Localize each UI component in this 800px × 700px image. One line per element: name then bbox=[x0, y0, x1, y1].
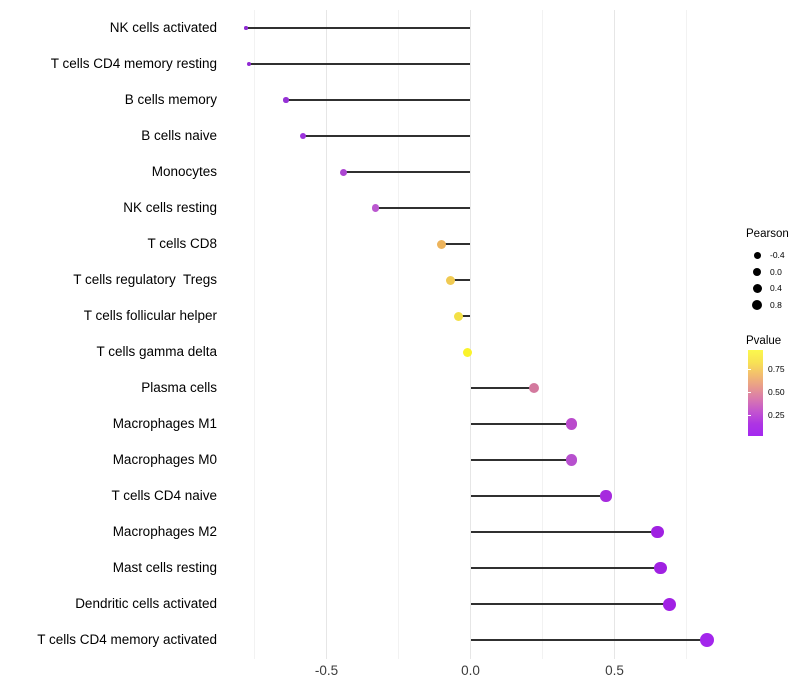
data-point bbox=[654, 561, 667, 575]
data-point bbox=[600, 490, 612, 502]
category-label: T cells CD4 memory activated bbox=[37, 632, 217, 647]
colorbar-tick-label: 0.75 bbox=[768, 364, 785, 374]
colorbar-tick-label: 0.25 bbox=[768, 410, 785, 420]
category-label: T cells CD8 bbox=[147, 236, 217, 251]
major-gridline bbox=[470, 10, 471, 659]
size-legend-key-label: 0.8 bbox=[770, 300, 782, 310]
category-label: B cells memory bbox=[124, 92, 217, 107]
minor-gridline bbox=[398, 10, 399, 659]
data-point bbox=[699, 633, 714, 647]
category-label: T cells CD4 memory resting bbox=[50, 56, 217, 71]
size-legend-key-dot bbox=[753, 251, 761, 259]
x-tick-label: -0.5 bbox=[314, 663, 339, 678]
lollipop-stem bbox=[245, 27, 471, 29]
data-point bbox=[528, 383, 539, 393]
data-point bbox=[651, 525, 665, 539]
category-label: Monocytes bbox=[151, 164, 217, 179]
category-label: B cells naive bbox=[141, 128, 217, 143]
data-point bbox=[565, 454, 577, 466]
lollipop-stem bbox=[375, 207, 471, 209]
lollipop-stem bbox=[470, 639, 707, 641]
category-label: T cells regulatory Tregs bbox=[73, 272, 217, 287]
lollipop-stem bbox=[470, 387, 534, 389]
minor-gridline bbox=[542, 10, 543, 659]
data-point bbox=[445, 275, 455, 285]
lollipop-stem bbox=[470, 567, 661, 569]
lollipop-stem bbox=[303, 135, 471, 137]
lollipop-stem bbox=[470, 603, 670, 605]
x-tick-label: 0.5 bbox=[605, 663, 624, 678]
pvalue-colorbar bbox=[748, 350, 763, 436]
data-point bbox=[565, 418, 577, 430]
minor-gridline bbox=[686, 10, 687, 659]
category-label: Macrophages M1 bbox=[112, 416, 217, 431]
category-label: T cells follicular helper bbox=[83, 308, 217, 323]
lollipop-stem bbox=[343, 171, 471, 173]
lollipop-stem bbox=[248, 63, 471, 65]
category-label: Mast cells resting bbox=[112, 560, 217, 575]
data-point bbox=[437, 239, 447, 249]
colorbar-tick bbox=[748, 392, 751, 393]
size-legend-title: Pearson bbox=[746, 228, 789, 240]
data-point bbox=[454, 311, 464, 321]
lollipop-stem bbox=[470, 423, 572, 425]
size-legend-key-label: -0.4 bbox=[770, 250, 785, 260]
major-gridline bbox=[326, 10, 327, 659]
x-tick-label: 0.0 bbox=[461, 663, 480, 678]
category-label: NK cells activated bbox=[109, 20, 217, 35]
size-legend-key-dot bbox=[751, 299, 763, 311]
lollipop-stem bbox=[286, 99, 471, 101]
category-label: Dendritic cells activated bbox=[75, 596, 217, 611]
size-legend-key-label: 0.0 bbox=[770, 267, 782, 277]
data-point bbox=[244, 26, 248, 30]
lollipop-stem bbox=[450, 279, 471, 281]
colorbar-tick bbox=[748, 369, 751, 370]
lollipop-stem bbox=[470, 495, 606, 497]
category-label: Macrophages M2 bbox=[112, 524, 217, 539]
category-label: Plasma cells bbox=[141, 380, 217, 395]
data-point bbox=[463, 347, 473, 357]
size-legend-key-dot bbox=[753, 268, 761, 276]
colorbar-tick-label: 0.50 bbox=[768, 387, 785, 397]
lollipop-stem bbox=[441, 243, 471, 245]
data-point bbox=[662, 597, 676, 611]
data-point bbox=[246, 62, 251, 66]
major-gridline bbox=[614, 10, 615, 659]
data-point bbox=[340, 168, 348, 176]
category-label: T cells gamma delta bbox=[96, 344, 217, 359]
category-label: NK cells resting bbox=[123, 200, 217, 215]
category-label: T cells CD4 naive bbox=[111, 488, 217, 503]
lollipop-stem bbox=[470, 459, 572, 461]
data-point bbox=[371, 204, 380, 212]
category-label: Macrophages M0 bbox=[112, 452, 217, 467]
size-legend-key-dot bbox=[752, 283, 762, 293]
minor-gridline bbox=[254, 10, 255, 659]
lollipop-stem bbox=[470, 531, 658, 533]
color-legend-title: Pvalue bbox=[746, 335, 782, 347]
data-point bbox=[283, 97, 289, 103]
size-legend-key-label: 0.4 bbox=[770, 283, 782, 293]
colorbar-tick bbox=[748, 415, 751, 416]
lollipop-stem bbox=[458, 315, 471, 317]
data-point bbox=[300, 133, 307, 139]
